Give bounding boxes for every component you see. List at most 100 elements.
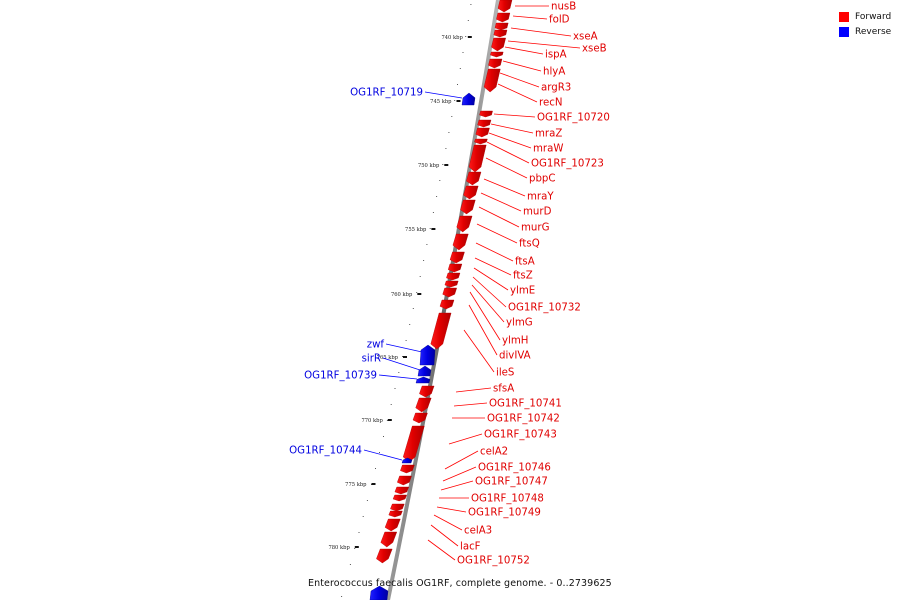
forward-gene bbox=[483, 68, 501, 93]
connector-reverse bbox=[378, 374, 418, 380]
forward-gene bbox=[392, 494, 407, 502]
axis-ticks: 740 kbp 745 kbp 750 kbp 755 kbp 760 kbp 765 k… bbox=[328, 35, 472, 551]
forward-gene bbox=[488, 58, 503, 69]
forward-gene bbox=[444, 280, 459, 288]
forward-swatch bbox=[839, 11, 849, 22]
forward-gene bbox=[452, 233, 469, 251]
gene-label-ylmG: ylmG bbox=[506, 318, 533, 329]
tick-mark bbox=[444, 164, 449, 166]
connector-forward bbox=[468, 304, 498, 356]
gene-label-OG1RF_10744: OG1RF_10744 bbox=[289, 446, 362, 457]
connector-forward bbox=[455, 387, 492, 393]
forward-gene bbox=[479, 110, 493, 118]
gene-label-celA3: celA3 bbox=[464, 526, 492, 537]
gene-label-OG1RF_10749: OG1RF_10749 bbox=[468, 508, 541, 519]
connector-forward bbox=[442, 466, 477, 482]
connector-forward bbox=[472, 276, 507, 308]
connector-forward bbox=[453, 402, 488, 407]
genome-caption: Enterococcus faecalis OG1RF, complete ge… bbox=[308, 578, 612, 589]
forward-gene bbox=[390, 503, 405, 512]
gene-label-OG1RF_10723: OG1RF_10723 bbox=[531, 159, 604, 170]
connector-forward bbox=[486, 141, 530, 164]
tick-label: 770 kbp bbox=[361, 418, 383, 424]
gene-label-mraW: mraW bbox=[533, 144, 563, 155]
connector-forward bbox=[488, 132, 532, 149]
forward-gene bbox=[491, 37, 506, 52]
gene-label-OG1RF_10720: OG1RF_10720 bbox=[537, 113, 610, 124]
forward-gene bbox=[412, 412, 428, 424]
gene-label-ftsZ: ftsZ bbox=[513, 271, 533, 282]
connector-forward bbox=[469, 291, 501, 341]
connector-forward bbox=[483, 178, 526, 197]
tick-label: 765 kbp bbox=[377, 355, 399, 361]
gene-label-OG1RF_10739: OG1RF_10739 bbox=[304, 371, 377, 382]
forward-gene bbox=[388, 510, 403, 518]
tick-label: 755 kbp bbox=[405, 227, 427, 233]
tick-mark bbox=[387, 419, 392, 421]
connector-reverse bbox=[363, 449, 403, 461]
connector-reverse bbox=[382, 357, 421, 371]
gene-label-OG1RF_10732: OG1RF_10732 bbox=[508, 303, 581, 314]
gene-label-OG1RF_10742: OG1RF_10742 bbox=[487, 414, 560, 425]
legend-forward: Forward bbox=[839, 9, 891, 24]
connector-forward bbox=[507, 40, 581, 49]
gene-label-sirR: sirR bbox=[362, 354, 381, 365]
connector-forward bbox=[427, 539, 456, 561]
reverse-gene bbox=[419, 344, 436, 366]
forward-gene bbox=[415, 397, 432, 413]
forward-gene bbox=[442, 287, 457, 298]
gene-label-divIVA: divIVA bbox=[499, 351, 531, 362]
connector-forward bbox=[444, 450, 479, 470]
forward-gene bbox=[397, 475, 412, 486]
forward-gene bbox=[456, 215, 473, 233]
forward-gene bbox=[376, 548, 393, 564]
gene-label-ispA: ispA bbox=[545, 50, 567, 61]
gene-label-OG1RF_10743: OG1RF_10743 bbox=[484, 430, 557, 441]
connector-forward bbox=[471, 284, 505, 323]
gene-label-OG1RF_10719: OG1RF_10719 bbox=[350, 88, 423, 99]
forward-gene bbox=[460, 199, 476, 215]
connector-forward bbox=[499, 72, 540, 88]
reverse-swatch bbox=[839, 26, 849, 37]
connector-forward bbox=[497, 83, 538, 103]
tick-mark bbox=[371, 483, 376, 485]
legend-reverse-label: Reverse bbox=[855, 26, 892, 37]
forward-gene bbox=[384, 518, 401, 532]
tick-mark bbox=[467, 36, 472, 38]
gene-label-pbpC: pbpC bbox=[529, 174, 556, 185]
tick-mark bbox=[403, 356, 407, 358]
gene-label-OG1RF_10741: OG1RF_10741 bbox=[489, 399, 562, 410]
connector-forward bbox=[490, 123, 534, 134]
forward-gene bbox=[477, 119, 492, 128]
forward-gene bbox=[494, 22, 509, 31]
connector-forward bbox=[476, 223, 518, 244]
legend: Forward Reverse bbox=[839, 9, 891, 39]
tick-label: 745 kbp bbox=[430, 99, 452, 105]
connector-forward bbox=[478, 206, 520, 228]
connector-forward bbox=[436, 506, 467, 513]
connector-forward bbox=[440, 480, 474, 491]
forward-gene bbox=[430, 312, 452, 350]
tick-mark bbox=[417, 293, 422, 295]
forward-gene bbox=[394, 486, 410, 495]
label-connectors bbox=[363, 5, 581, 561]
reverse-gene bbox=[415, 376, 431, 384]
gene-label-ileS: ileS bbox=[496, 368, 514, 379]
forward-gene bbox=[439, 299, 455, 310]
connector-forward bbox=[475, 242, 514, 262]
connector-reverse bbox=[385, 343, 423, 353]
gene-features bbox=[369, 0, 513, 600]
gene-label-zwf: zwf bbox=[367, 340, 385, 351]
reverse-gene bbox=[417, 365, 432, 377]
legend-forward-label: Forward bbox=[855, 11, 892, 22]
forward-gene bbox=[475, 127, 490, 138]
connector-forward bbox=[448, 433, 483, 445]
gene-label-OG1RF_10746: OG1RF_10746 bbox=[478, 463, 551, 474]
gene-label-recN: recN bbox=[539, 98, 562, 109]
forward-gene bbox=[380, 531, 398, 548]
reverse-gene bbox=[461, 92, 476, 106]
connector-forward bbox=[433, 514, 463, 531]
gene-label-xseB: xseB bbox=[582, 44, 607, 55]
forward-gene bbox=[400, 464, 415, 474]
forward-gene bbox=[493, 29, 508, 38]
